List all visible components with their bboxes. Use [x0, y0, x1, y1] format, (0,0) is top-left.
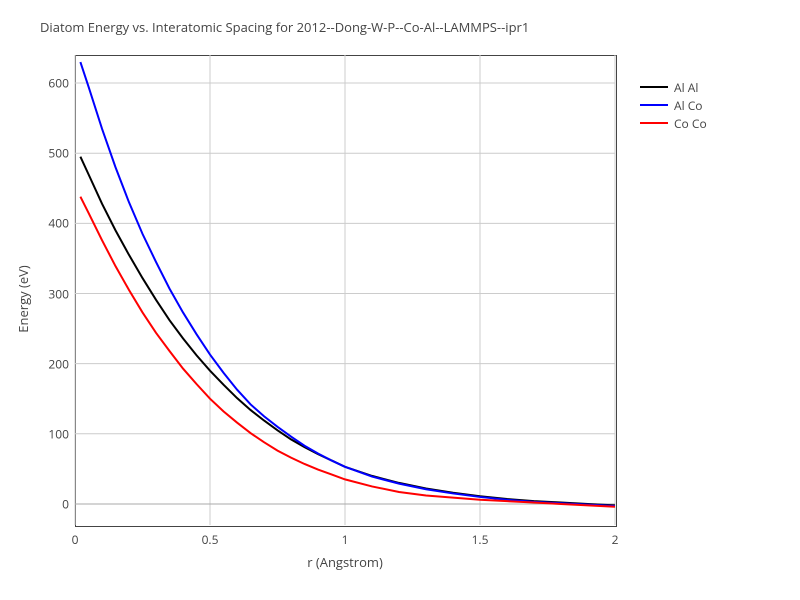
x-tick-label: 2: [612, 531, 619, 548]
legend-item: Co Co: [640, 114, 707, 132]
y-tick-label: 200: [35, 355, 69, 372]
legend-swatch: [640, 86, 668, 88]
legend-label: Co Co: [674, 115, 707, 132]
series-line: [80, 157, 615, 506]
legend-label: Al Co: [674, 97, 703, 114]
legend-swatch: [640, 104, 668, 106]
y-tick-label: 0: [35, 495, 69, 512]
x-tick-label: 1: [342, 531, 349, 548]
legend-label: Al Al: [674, 79, 698, 96]
y-tick-label: 500: [35, 145, 69, 162]
legend: Al AlAl CoCo Co: [640, 78, 707, 132]
legend-swatch: [640, 122, 668, 124]
chart-container: Diatom Energy vs. Interatomic Spacing fo…: [0, 0, 800, 600]
x-axis-label: r (Angstrom): [307, 553, 383, 571]
legend-item: Al Al: [640, 78, 707, 96]
legend-item: Al Co: [640, 96, 707, 114]
x-tick-label: 1.5: [472, 531, 489, 548]
y-tick-label: 100: [35, 425, 69, 442]
y-tick-label: 600: [35, 75, 69, 92]
series-line: [80, 62, 615, 506]
y-axis-label: Energy (eV): [14, 265, 32, 332]
series-line: [80, 197, 615, 507]
x-tick-label: 0.5: [202, 531, 219, 548]
x-tick-label: 0: [72, 531, 79, 548]
y-tick-label: 400: [35, 215, 69, 232]
y-tick-label: 300: [35, 285, 69, 302]
